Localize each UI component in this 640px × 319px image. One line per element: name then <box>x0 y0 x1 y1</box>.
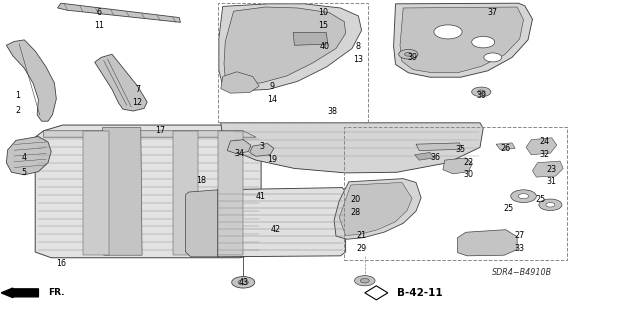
Polygon shape <box>35 125 261 258</box>
Circle shape <box>546 203 555 207</box>
Polygon shape <box>400 7 524 73</box>
Text: 43: 43 <box>238 278 248 287</box>
Circle shape <box>472 87 491 97</box>
Polygon shape <box>224 7 346 84</box>
Text: 2: 2 <box>15 106 20 115</box>
Polygon shape <box>394 3 532 77</box>
Circle shape <box>404 52 412 56</box>
Polygon shape <box>58 3 180 22</box>
Text: 41: 41 <box>256 192 266 201</box>
Text: 16: 16 <box>56 259 66 268</box>
Polygon shape <box>218 131 243 255</box>
Polygon shape <box>443 158 472 174</box>
Text: SDR4−B4910B: SDR4−B4910B <box>492 268 552 277</box>
Text: 27: 27 <box>515 231 525 240</box>
Text: 37: 37 <box>488 8 498 17</box>
Text: 3: 3 <box>260 142 265 151</box>
Text: 22: 22 <box>463 158 474 167</box>
Text: 9: 9 <box>269 82 275 91</box>
Circle shape <box>232 277 255 288</box>
Polygon shape <box>415 152 434 160</box>
Text: 35: 35 <box>456 145 466 154</box>
Polygon shape <box>532 161 563 177</box>
Polygon shape <box>95 54 147 111</box>
Text: 36: 36 <box>430 153 440 162</box>
Text: 28: 28 <box>351 208 361 217</box>
Text: 19: 19 <box>267 155 277 164</box>
Circle shape <box>477 90 485 94</box>
Text: 21: 21 <box>356 231 367 240</box>
Text: 13: 13 <box>353 56 364 64</box>
Text: 15: 15 <box>318 21 328 30</box>
Text: 14: 14 <box>267 95 277 104</box>
Circle shape <box>434 25 462 39</box>
Polygon shape <box>83 131 109 255</box>
Text: 17: 17 <box>155 126 165 135</box>
Polygon shape <box>6 137 51 175</box>
Circle shape <box>399 49 418 59</box>
Polygon shape <box>102 128 142 255</box>
Polygon shape <box>173 131 198 255</box>
Text: 34: 34 <box>234 149 244 158</box>
Circle shape <box>484 53 502 62</box>
Text: 39: 39 <box>477 91 487 100</box>
Text: 10: 10 <box>318 8 328 17</box>
Circle shape <box>511 190 536 203</box>
Polygon shape <box>293 33 328 45</box>
Text: 5: 5 <box>21 168 26 177</box>
Circle shape <box>472 36 495 48</box>
Text: 38: 38 <box>328 107 338 116</box>
Polygon shape <box>339 182 412 235</box>
Polygon shape <box>186 190 218 257</box>
Text: FR.: FR. <box>48 288 65 297</box>
Text: 39: 39 <box>408 53 418 62</box>
Polygon shape <box>496 143 515 150</box>
Circle shape <box>518 194 529 199</box>
Polygon shape <box>6 40 56 121</box>
Text: 33: 33 <box>515 244 525 253</box>
Text: 11: 11 <box>94 21 104 30</box>
Text: 30: 30 <box>463 170 474 179</box>
Polygon shape <box>458 230 517 256</box>
Polygon shape <box>214 188 346 257</box>
Text: B-42-11: B-42-11 <box>397 288 442 298</box>
Polygon shape <box>221 123 483 173</box>
Text: 24: 24 <box>539 137 549 146</box>
Text: 4: 4 <box>21 153 26 162</box>
FancyArrow shape <box>1 288 38 298</box>
Text: 26: 26 <box>500 144 511 153</box>
Text: 40: 40 <box>319 42 330 51</box>
Text: 29: 29 <box>356 244 367 253</box>
Circle shape <box>360 278 369 283</box>
Text: 7: 7 <box>135 85 140 94</box>
Text: 42: 42 <box>270 225 280 234</box>
Text: 25: 25 <box>536 195 546 204</box>
Text: 8: 8 <box>356 42 361 51</box>
Polygon shape <box>334 179 421 239</box>
Text: 1: 1 <box>15 91 20 100</box>
Polygon shape <box>416 143 462 151</box>
Text: 12: 12 <box>132 98 143 107</box>
Text: 6: 6 <box>97 8 102 17</box>
Polygon shape <box>227 140 251 154</box>
Polygon shape <box>221 72 259 93</box>
Text: 23: 23 <box>547 165 557 174</box>
Text: 31: 31 <box>547 177 557 186</box>
Circle shape <box>355 276 375 286</box>
Polygon shape <box>44 131 256 137</box>
Polygon shape <box>365 286 388 300</box>
Text: 20: 20 <box>351 195 361 204</box>
Circle shape <box>238 280 248 285</box>
Polygon shape <box>219 4 362 91</box>
Text: 25: 25 <box>504 204 514 213</box>
Text: 32: 32 <box>539 150 549 159</box>
Polygon shape <box>250 144 274 156</box>
Polygon shape <box>526 138 557 155</box>
Text: 18: 18 <box>196 176 207 185</box>
Circle shape <box>539 199 562 211</box>
